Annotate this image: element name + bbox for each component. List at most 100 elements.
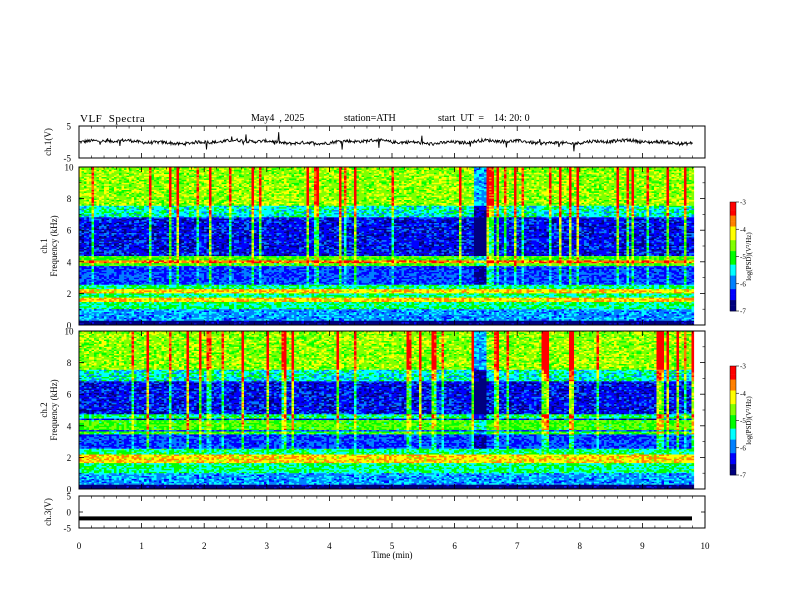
ch1-spectrogram-cell	[249, 228, 252, 231]
ch1-spectrogram-cell	[134, 313, 137, 316]
ch1-spectrogram-cell	[131, 316, 135, 318]
ch1-spectrogram-cell	[146, 281, 150, 284]
ch1-spectrogram-cell	[89, 250, 92, 252]
ch1-spectrogram-cell	[231, 228, 235, 231]
ch1-spectrogram-cell	[209, 251, 212, 255]
ch1-spectrogram-cell	[164, 185, 167, 188]
ch1-spectrogram-cell	[121, 192, 125, 204]
ch1-spectrogram-cell	[99, 280, 102, 284]
ch1-spectrogram-cell	[139, 233, 142, 239]
ch1-spectrogram-cell	[214, 281, 217, 285]
ch1-spectrogram-cell	[241, 292, 245, 294]
ch1-spectrogram-cell	[121, 228, 125, 231]
ch1-spectrogram-cell	[171, 246, 175, 248]
ch1-spectrogram-cell	[234, 227, 237, 229]
ch1-spectrogram-cell	[141, 243, 145, 247]
ch1-spectrogram-cell	[241, 320, 245, 326]
ch1-spectrogram-cell	[156, 243, 160, 245]
ch1-spectrogram-cell	[149, 246, 152, 248]
ch1-spectrogram-cell	[136, 205, 140, 208]
ch1-spectrogram-cell	[216, 266, 220, 270]
ch1-spectrogram-cell	[171, 281, 175, 285]
ch1-spectrogram-cell	[189, 254, 192, 257]
ch1-spectrogram-cell	[84, 243, 87, 245]
ch1-spectrogram-cell	[166, 258, 170, 261]
ch1-spectrogram-cell	[94, 251, 97, 255]
ch1-spectrogram-cell	[136, 240, 140, 242]
ch1-spectrogram-cell	[199, 293, 202, 295]
ch1-spectrogram-cell	[219, 195, 222, 198]
ch1-spectrogram-cell	[91, 214, 95, 216]
ch1-spectrogram-cell	[199, 227, 202, 229]
ch1-spectrogram-cell	[114, 218, 117, 224]
ch1-spectrogram-cell	[134, 234, 137, 237]
ch1-spectrogram-cell	[219, 190, 222, 192]
ch1-spectrogram-cell	[241, 313, 245, 316]
ch1-spectrogram-cell	[186, 309, 190, 313]
ch1-spectrogram-cell	[134, 299, 137, 301]
ch1-spectrogram-cell	[134, 230, 137, 234]
ch1-spectrogram-cell	[236, 205, 240, 208]
ch1-spectrogram-cell	[114, 233, 117, 235]
ch1-spectrogram-cell	[254, 303, 257, 308]
ch1-spectrogram-cell	[101, 277, 105, 280]
ch1-spectrogram-cell	[236, 284, 240, 287]
ch1-spectrogram-cell	[94, 174, 97, 176]
ch1-spectrogram-cell	[121, 217, 125, 221]
ch1-spectrogram-cell	[81, 296, 85, 298]
ch1-spectrogram-cell	[91, 246, 95, 248]
ch1-spectrogram-cell	[149, 243, 152, 245]
ch1-spectrogram-cell	[174, 304, 177, 310]
ch1-spectrogram-cell	[249, 290, 252, 293]
ch1-spectrogram-cell	[236, 303, 240, 306]
ch1-spectrogram-cell	[124, 200, 127, 202]
ch1-spectrogram-cell	[121, 307, 125, 310]
ch1-spectrogram-cell	[146, 234, 150, 238]
ch1-spectrogram-cell	[141, 211, 145, 216]
ch1-spectrogram-cell	[211, 169, 215, 172]
ch1-spectrogram-cell	[84, 279, 87, 285]
ch1-spectrogram-cell	[199, 310, 202, 313]
ch1-spectrogram-cell	[134, 297, 137, 300]
ch1-spectrogram-cell	[231, 213, 235, 215]
ch1-spectrogram-cell	[149, 169, 152, 172]
ch1-spectrogram-cell	[96, 292, 100, 294]
ch1-spectrogram-cell	[181, 231, 185, 234]
ch1-spectrogram-cell	[84, 185, 87, 189]
ch1-spectrogram-cell	[141, 210, 145, 212]
ch1-spectrogram-cell	[119, 309, 122, 314]
ch1-spectrogram-cell	[91, 258, 95, 261]
ch1-spectrogram-cell	[176, 304, 180, 307]
ch1-spectrogram-cell	[156, 234, 160, 239]
ch1-spectrogram-cell	[216, 263, 220, 267]
ch1-spectrogram-cell	[166, 293, 170, 298]
ch1-spectrogram-cell	[214, 303, 217, 306]
ch1-spectrogram-cell	[84, 256, 87, 258]
ch1-spectrogram-cell	[84, 179, 87, 182]
ch1-spectrogram-cell	[151, 169, 155, 172]
ch1-spectrogram-cell	[166, 182, 170, 185]
ch1-spectrogram-cell	[91, 269, 95, 273]
ch1-spectrogram-cell	[191, 243, 195, 245]
ch1-spectrogram-cell	[146, 306, 150, 308]
ch1-spectrogram-cell	[214, 247, 217, 249]
ch1-spectrogram-cell	[209, 250, 212, 252]
ch1-spectrogram-cell	[104, 271, 107, 274]
ch1-spectrogram-cell	[241, 179, 245, 185]
ch1-spectrogram-cell	[184, 217, 187, 222]
ch1-spectrogram-cell	[181, 246, 185, 248]
ch1-spectrogram-cell	[236, 273, 240, 275]
ch1-spectrogram-cell	[139, 302, 142, 307]
ch1-spectrogram-cell	[156, 228, 160, 231]
ch1-spectrogram-cell	[246, 243, 250, 248]
ch1-spectrogram-cell	[229, 225, 232, 231]
ch1-spectrogram-cell	[136, 187, 140, 191]
ch1-spectrogram-cell	[89, 251, 92, 257]
ch1-spectrogram-cell	[89, 223, 92, 225]
ch1-spectrogram-cell	[181, 198, 185, 202]
ch1-spectrogram-cell	[221, 316, 225, 318]
ch1-spectrogram-cell	[251, 294, 255, 297]
ch1-spectrogram-cell	[234, 312, 237, 318]
ch1-spectrogram-cell	[96, 260, 100, 262]
ch1-spectrogram-cell	[116, 314, 120, 320]
